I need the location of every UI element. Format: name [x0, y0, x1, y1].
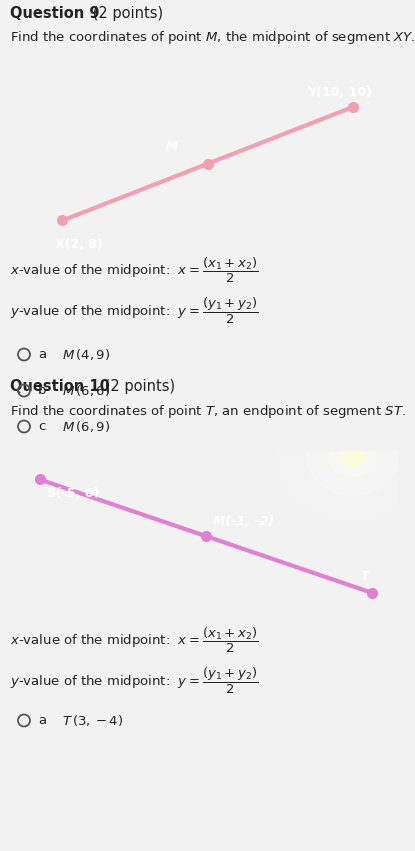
Text: $y$-value of the midpoint:  $y = \dfrac{(y_1 + y_2)}{2}$: $y$-value of the midpoint: $y = \dfrac{(…	[10, 665, 259, 695]
Text: T: T	[360, 570, 369, 583]
Text: b: b	[38, 384, 46, 397]
Text: $M\,(4, 9)$: $M\,(4, 9)$	[62, 347, 110, 362]
Circle shape	[330, 438, 376, 477]
Circle shape	[341, 448, 364, 466]
Text: M: M	[166, 140, 178, 153]
Text: M(-1, -2): M(-1, -2)	[213, 515, 274, 528]
Text: $M\,(6, 9)$: $M\,(6, 9)$	[62, 419, 110, 434]
Text: Question 10: Question 10	[10, 379, 110, 393]
Text: $T\,(3, -4)$: $T\,(3, -4)$	[62, 713, 123, 728]
Text: X(2, 8): X(2, 8)	[55, 237, 103, 251]
Text: $x$-value of the midpoint:  $x = \dfrac{(x_1 + x_2)}{2}$: $x$-value of the midpoint: $x = \dfrac{(…	[10, 625, 259, 655]
Text: S(-5, 0): S(-5, 0)	[47, 488, 100, 500]
Circle shape	[307, 420, 398, 495]
Text: a: a	[38, 348, 46, 361]
Text: (2 points): (2 points)	[100, 379, 175, 393]
Text: Y(10, 10): Y(10, 10)	[307, 86, 372, 100]
Text: c: c	[38, 420, 45, 433]
Text: $x$-value of the midpoint:  $x = \dfrac{(x_1 + x_2)}{2}$: $x$-value of the midpoint: $x = \dfrac{(…	[10, 256, 259, 285]
Text: a: a	[38, 714, 46, 727]
Text: $y$-value of the midpoint:  $y = \dfrac{(y_1 + y_2)}{2}$: $y$-value of the midpoint: $y = \dfrac{(…	[10, 295, 259, 326]
Text: Find the coordinates of point $T$, an endpoint of segment $ST$.: Find the coordinates of point $T$, an en…	[10, 403, 406, 420]
Text: (2 points): (2 points)	[88, 6, 163, 20]
Text: $M\,(6, 6)$: $M\,(6, 6)$	[62, 383, 110, 398]
Text: Question 9: Question 9	[10, 6, 100, 20]
Text: Find the coordinates of point $M$, the midpoint of segment $XY$.: Find the coordinates of point $M$, the m…	[10, 29, 415, 46]
Circle shape	[276, 394, 415, 520]
